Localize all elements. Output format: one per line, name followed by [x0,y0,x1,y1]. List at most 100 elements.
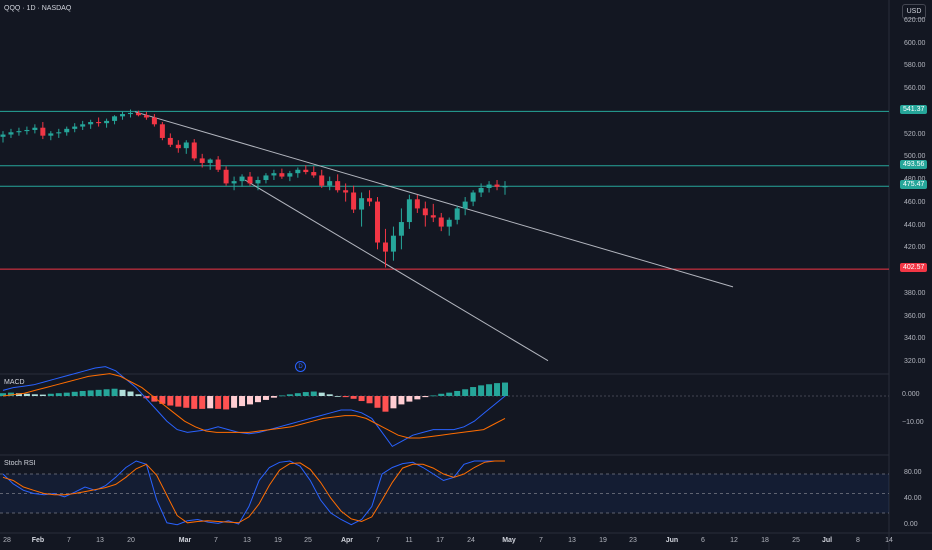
macd-histogram-bar [366,396,373,404]
candle-body [207,159,213,163]
candle-body [167,137,173,145]
candle-body [120,114,126,117]
candle-body [143,115,149,118]
price-tick: 520.00 [904,130,926,138]
macd-histogram-bar [278,395,285,397]
time-tick: 13 [96,537,104,544]
time-tick: Jul [821,537,833,544]
macd-histogram-bar [175,396,182,407]
macd-histogram-bar [167,396,174,406]
price-tick: 480.00 [904,176,925,183]
candlestick-series [0,109,508,268]
symbol-title[interactable]: QQQ · 1D · NASDAQ [4,5,72,12]
time-tick: 20 [127,537,135,544]
macd-histogram-bar [374,396,381,408]
macd-histogram-bar [111,388,118,396]
macd-histogram-bar [478,385,485,396]
candle-body [32,127,38,130]
candle-body [430,215,436,218]
time-tick: 7 [67,537,71,544]
macd-histogram-bar [342,396,349,398]
candle-body [72,126,78,129]
price-level-label: 541.37 [900,105,928,115]
macd-histogram-bar [430,395,437,397]
candle-body [8,132,14,135]
candle-body [40,127,46,136]
trendlines[interactable] [134,111,734,362]
candle-body [398,222,404,236]
candle-body [279,173,285,177]
price-tick: 420.00 [904,244,926,252]
macd-histogram-bar [398,396,405,405]
macd-histogram-bar [494,383,501,396]
price-tick: 460.00 [904,198,926,206]
candle-body [335,181,341,191]
time-tick: 7 [376,537,380,544]
currency-button[interactable]: USD [902,4,926,19]
time-tick: 19 [599,537,607,544]
macd-histogram-bar [254,396,261,403]
time-tick: 11 [405,537,413,544]
lower-trendline [244,179,549,362]
macd-histogram-bar [406,396,413,402]
candle-body [494,184,500,187]
macd-histogram-bar [23,393,30,396]
time-tick: 7 [214,537,218,544]
candle-body [470,192,476,202]
macd-histogram-bar [486,384,493,396]
macd-histogram-bar [215,396,222,409]
macd-histogram-bar [199,396,206,409]
price-tick: 380.00 [904,289,926,297]
macd-histogram-bar [422,396,429,398]
candle-body [64,128,70,133]
stoch-d-line [2,460,505,524]
candle-body [438,217,444,227]
time-tick: 13 [568,537,576,544]
candle-body [375,201,381,243]
macd-pane [0,366,889,448]
price-tick: 580.00 [904,62,926,70]
dividend-marker[interactable]: D [295,361,306,372]
macd-histogram-bar [71,391,78,396]
stoch-rsi-title[interactable]: Stoch RSI [4,460,36,467]
macd-tick: −10.00 [902,419,924,426]
candle-body [24,129,30,132]
macd-histogram-bar [470,387,477,396]
time-tick: Apr [340,537,354,544]
macd-title[interactable]: MACD [4,379,25,386]
time-tick: 28 [3,537,11,544]
macd-histogram-bar [438,393,445,396]
candle-body [159,124,165,138]
candle-body [367,198,373,202]
candle-body [406,199,412,223]
macd-histogram-bar [350,396,357,399]
candle-body [390,235,396,252]
price-level-label: 402.57 [900,263,928,273]
upper-trendline [134,111,734,288]
candle-body [183,142,189,149]
macd-histogram-bar [247,396,254,405]
macd-histogram-bar [63,392,70,396]
candle-body [287,173,293,177]
macd-histogram-bar [207,396,214,409]
candle-body [80,124,86,127]
candle-body [247,176,253,184]
price-level-label: 493.56 [900,159,928,169]
price-tick: 360.00 [904,312,926,320]
time-tick: 8 [856,537,860,544]
candle-body [502,186,508,188]
macd-histogram-bar [390,396,397,409]
horizontal-levels[interactable] [0,110,889,270]
signal-line [2,373,506,439]
time-tick: Feb [31,537,45,544]
macd-histogram-bar [119,389,126,396]
macd-histogram-bar [95,389,102,396]
candle-body [271,173,277,176]
macd-histogram-bar [270,396,277,398]
candle-body [239,176,245,182]
macd-histogram-bar [231,396,238,408]
candle-body [478,187,484,193]
candle-body [231,181,237,184]
candle-body [303,169,309,173]
